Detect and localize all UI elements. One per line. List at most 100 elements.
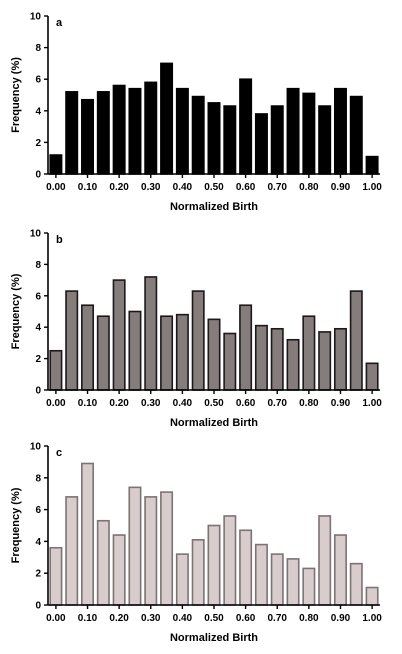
bar — [349, 562, 363, 606]
x-tick-label: 0.20 — [109, 182, 129, 193]
bar — [254, 113, 268, 175]
bar — [81, 462, 95, 606]
bar — [302, 567, 316, 606]
bar — [96, 519, 110, 606]
bar — [207, 102, 221, 175]
x-tick-label: 1.00 — [362, 398, 382, 409]
x-tick-label: 0.80 — [299, 182, 319, 193]
x-tick-label: 0.10 — [78, 613, 98, 624]
x-tick-label: 0.70 — [268, 613, 288, 624]
x-tick-label: 0.10 — [78, 398, 98, 409]
bar — [49, 349, 63, 391]
bar — [144, 276, 158, 391]
x-tick-label: 0.40 — [173, 182, 193, 193]
bar — [160, 491, 174, 606]
x-tick-label: 0.40 — [173, 613, 193, 624]
bar — [223, 332, 237, 391]
bar — [160, 62, 174, 175]
panel-b: 0 2 4 6 8 10 0.00 0.10 0.20 0.30 0.40 0.50 0.60 0.70 0… — [10, 229, 382, 430]
bar — [239, 78, 253, 175]
bar — [333, 534, 347, 606]
y-axis-title: Frequency (%) — [10, 273, 22, 349]
bar — [286, 558, 300, 606]
bar — [223, 515, 237, 606]
y-tick-label: 2 — [35, 138, 41, 149]
bar — [81, 98, 95, 175]
y-tick-label: 10 — [30, 229, 42, 240]
y-tick-label: 10 — [30, 12, 42, 23]
x-tick-label: 0.50 — [204, 613, 224, 624]
bar — [49, 154, 63, 175]
x-tick-label: 0.70 — [268, 398, 288, 409]
bar — [302, 92, 316, 175]
bar — [65, 91, 79, 175]
bar — [239, 304, 253, 391]
y-tick-label: 2 — [35, 354, 41, 365]
bar — [270, 553, 284, 606]
bar — [223, 105, 237, 175]
x-tick-label: 0.60 — [236, 182, 256, 193]
panel-a: 0 2 4 6 8 10 0.00 0.10 0.20 0.30 0.40 0.50 0.60 0.70 0… — [10, 12, 382, 214]
y-tick-label: 0 — [35, 170, 41, 181]
x-tick-label: 0.40 — [173, 398, 193, 409]
bar — [65, 496, 79, 606]
bar — [286, 87, 300, 175]
bars — [49, 62, 379, 175]
bar — [365, 155, 379, 175]
bar — [96, 315, 110, 391]
bar — [191, 290, 205, 391]
y-tick-label: 4 — [35, 537, 41, 548]
bar — [207, 318, 221, 391]
bar — [81, 304, 95, 391]
y-tick-label: 2 — [35, 569, 41, 580]
x-axis-title: Normalized Birth — [170, 632, 258, 644]
bar — [160, 315, 174, 391]
x-tick-label: 0.80 — [299, 398, 319, 409]
y-tick-label: 4 — [35, 106, 41, 117]
y-tick-label: 0 — [35, 601, 41, 612]
y-axis-title: Frequency (%) — [10, 487, 22, 563]
x-tick-label: 0.60 — [236, 398, 256, 409]
y-tick-label: 6 — [35, 75, 41, 86]
bar — [96, 91, 110, 175]
bar — [239, 529, 253, 606]
x-tick-label: 0.30 — [141, 182, 161, 193]
bar — [365, 362, 379, 391]
bars — [49, 276, 379, 391]
panel-label: b — [56, 234, 63, 246]
bar — [128, 310, 142, 391]
bar — [302, 315, 316, 391]
bar — [112, 279, 126, 391]
bar — [318, 105, 332, 175]
panel-label: c — [56, 447, 62, 459]
x-tick-label: 0.20 — [109, 613, 129, 624]
x-tick-label: 0.00 — [46, 182, 66, 193]
bar — [333, 87, 347, 175]
panel-c: 0 2 4 6 8 10 0.00 0.10 0.20 0.30 0.40 0.50 0.60 0.70 0… — [10, 442, 382, 645]
bar — [144, 496, 158, 606]
bar — [49, 546, 63, 606]
x-tick-label: 0.70 — [268, 182, 288, 193]
panel-label: a — [56, 17, 63, 29]
bar — [207, 524, 221, 606]
x-axis-title: Normalized Birth — [170, 417, 258, 429]
bar — [112, 84, 126, 175]
x-tick-label: 0.90 — [331, 613, 351, 624]
bar — [349, 290, 363, 391]
bar — [128, 87, 142, 175]
x-tick-label: 0.00 — [46, 613, 66, 624]
bar — [65, 290, 79, 391]
bar — [318, 331, 332, 391]
y-tick-label: 0 — [35, 386, 41, 397]
bar — [333, 327, 347, 391]
y-tick-label: 10 — [30, 442, 42, 453]
y-tick-label: 8 — [35, 473, 41, 484]
bar — [318, 515, 332, 606]
y-tick-label: 6 — [35, 505, 41, 516]
bar — [112, 534, 126, 606]
x-axis-title: Normalized Birth — [170, 201, 258, 213]
y-axis-title: Frequency (%) — [10, 57, 22, 133]
y-tick-label: 8 — [35, 43, 41, 54]
